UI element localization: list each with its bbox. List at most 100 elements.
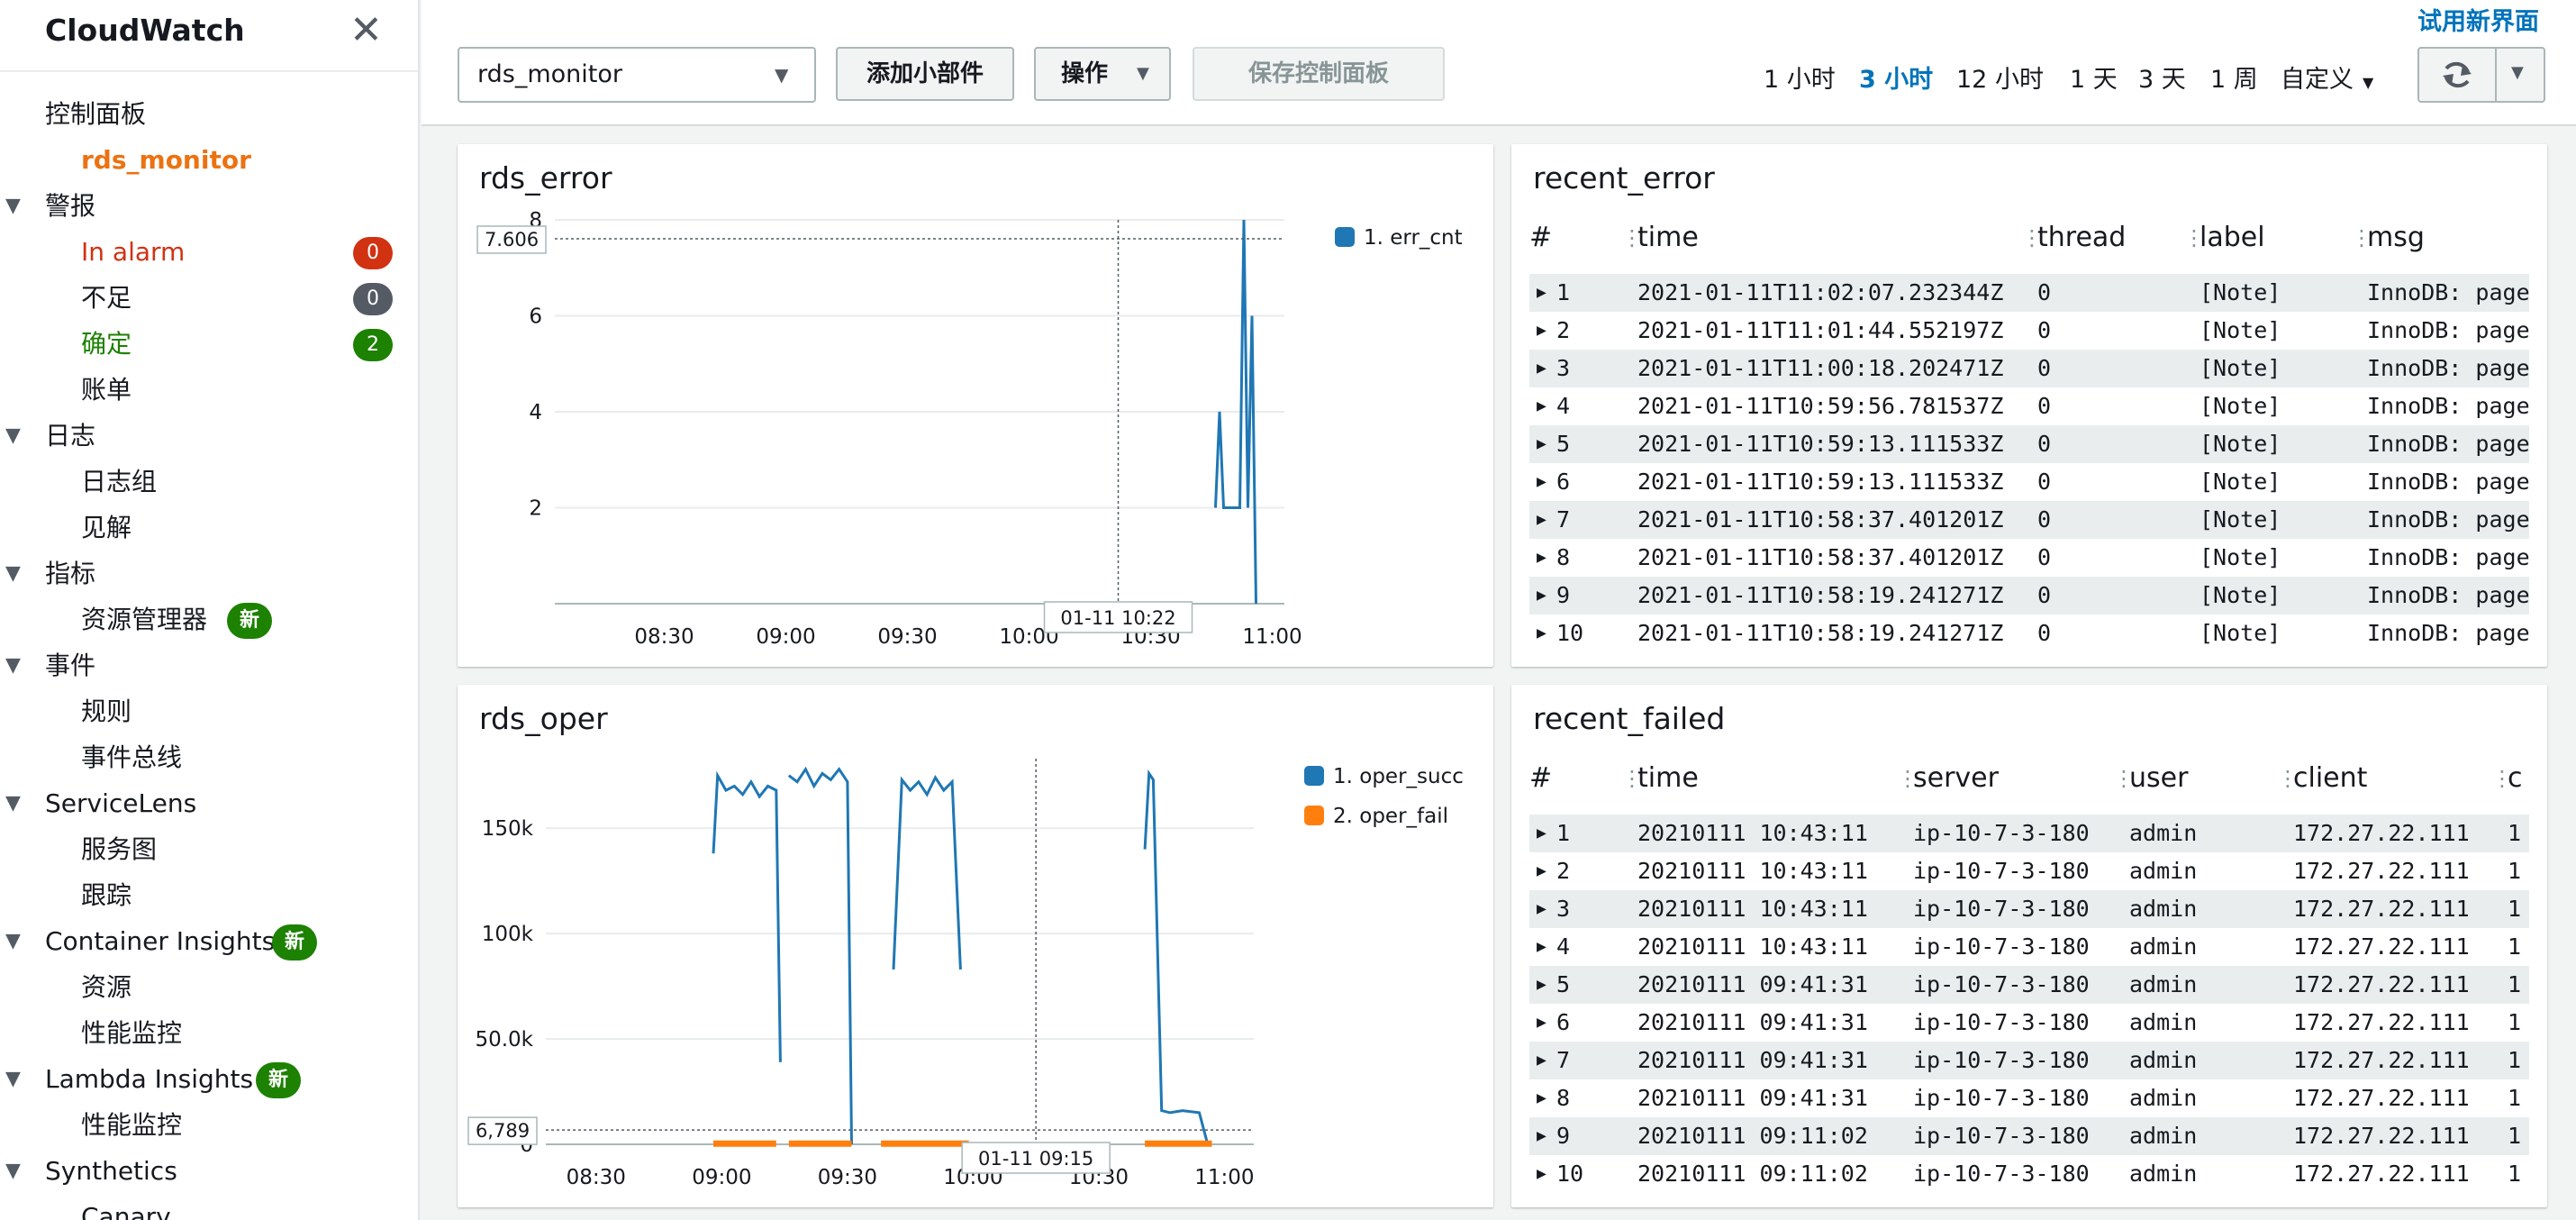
sidebar-item[interactable]: 服务图 — [0, 829, 418, 870]
column-resize-handle[interactable]: ⋮ — [1621, 766, 1643, 791]
table-row[interactable]: ▶ 9 2021-01-11T10:58:19.241271Z 0 [Note] Inno… — [1529, 577, 2529, 615]
expand-row-icon[interactable]: ▶ — [1537, 396, 1547, 415]
expand-row-icon[interactable]: ▶ — [1537, 937, 1547, 956]
series-line[interactable] — [712, 770, 782, 1062]
table-row[interactable]: ▶ 7 20210111 09:41:31 ip-10-7-3-180 admin 172… — [1529, 1042, 2529, 1079]
sidebar-item[interactable]: ▼ ServiceLens — [0, 783, 418, 824]
table-row[interactable]: ▶ 4 2021-01-11T10:59:56.781537Z 0 [Note] Inno… — [1529, 387, 2529, 425]
time-range-option[interactable]: 1 周 — [2210, 66, 2258, 94]
expand-row-icon[interactable]: ▶ — [1537, 824, 1547, 842]
column-header[interactable]: msg — [2367, 222, 2425, 253]
refresh-options-button[interactable]: ▼ — [2495, 47, 2545, 103]
column-header[interactable]: # — [1529, 222, 1553, 253]
dashboard-select[interactable]: rds_monitor ▼ — [458, 47, 816, 103]
column-resize-handle[interactable]: ⋮ — [2491, 766, 2513, 791]
table-row[interactable]: ▶ 9 20210111 09:11:02 ip-10-7-3-180 admin 172… — [1529, 1117, 2529, 1155]
expand-row-icon[interactable]: ▶ — [1537, 1051, 1547, 1070]
close-icon[interactable]: ✕ — [349, 7, 383, 53]
expand-row-icon[interactable]: ▶ — [1537, 861, 1547, 880]
expand-row-icon[interactable]: ▶ — [1537, 1013, 1547, 1032]
column-header[interactable]: # — [1529, 762, 1553, 794]
table-row[interactable]: ▶ 5 2021-01-11T10:59:13.111533Z 0 [Note] Inno… — [1529, 425, 2529, 463]
table-row[interactable]: ▶ 2 2021-01-11T11:01:44.552197Z 0 [Note] Inno… — [1529, 312, 2529, 350]
expand-row-icon[interactable]: ▶ — [1537, 1088, 1547, 1107]
expand-row-icon[interactable]: ▶ — [1537, 624, 1547, 642]
time-range-option[interactable]: 1 小时 — [1764, 66, 1836, 94]
sidebar-item[interactable]: ▼ 指标 — [0, 553, 418, 595]
table-row[interactable]: ▶ 6 20210111 09:41:31 ip-10-7-3-180 admin 172… — [1529, 1004, 2529, 1042]
caret-down-icon[interactable]: ▼ — [5, 1068, 21, 1090]
caret-down-icon[interactable]: ▼ — [5, 424, 21, 447]
sidebar-item[interactable]: 控制面板 — [0, 94, 418, 135]
expand-row-icon[interactable]: ▶ — [1537, 434, 1547, 453]
sidebar-item[interactable]: 性能监控 — [0, 1013, 418, 1054]
caret-down-icon[interactable]: ▼ — [5, 562, 21, 585]
expand-row-icon[interactable]: ▶ — [1537, 975, 1547, 994]
series-line[interactable] — [1143, 769, 1210, 1145]
save-dashboard-button[interactable]: 保存控制面板 — [1193, 47, 1445, 101]
table-row[interactable]: ▶ 8 2021-01-11T10:58:37.401201Z 0 [Note] Inno… — [1529, 539, 2529, 577]
time-range-option[interactable]: 1 天 — [2070, 66, 2118, 94]
column-resize-handle[interactable]: ⋮ — [1621, 225, 1643, 250]
time-range-option[interactable]: 3 小时 — [1859, 66, 1934, 94]
table-row[interactable]: ▶ 5 20210111 09:41:31 ip-10-7-3-180 admin 172… — [1529, 966, 2529, 1004]
expand-row-icon[interactable]: ▶ — [1537, 586, 1547, 605]
time-range-option[interactable]: 3 天 — [2138, 66, 2186, 94]
sidebar-item[interactable]: ▼ 警报 — [0, 186, 418, 227]
table-row[interactable]: ▶ 8 20210111 09:41:31 ip-10-7-3-180 admin 172… — [1529, 1079, 2529, 1117]
sidebar-item[interactable]: 事件总线 — [0, 737, 418, 778]
column-resize-handle[interactable]: ⋮ — [2277, 766, 2299, 791]
table-row[interactable]: ▶ 3 20210111 10:43:11 ip-10-7-3-180 admin 172… — [1529, 890, 2529, 928]
column-header[interactable]: server — [1913, 762, 1999, 794]
table-row[interactable]: ▶ 1 2021-01-11T11:02:07.232344Z 0 [Note] Inno… — [1529, 274, 2529, 312]
legend-label[interactable]: 1. err_cnt — [1364, 226, 1463, 250]
expand-row-icon[interactable]: ▶ — [1537, 510, 1547, 529]
sidebar-item[interactable]: ▼ 日志 — [0, 415, 418, 457]
column-resize-handle[interactable]: ⋮ — [2183, 225, 2205, 250]
add-widget-button[interactable]: 添加小部件 — [836, 47, 1014, 101]
sidebar-item[interactable]: 日志组 — [0, 461, 418, 503]
caret-down-icon[interactable]: ▼ — [5, 195, 21, 217]
table-row[interactable]: ▶ 2 20210111 10:43:11 ip-10-7-3-180 admin 172… — [1529, 852, 2529, 890]
try-new-interface-link[interactable]: 试用新界面 — [2417, 8, 2539, 36]
sidebar-item[interactable]: 资源 — [0, 967, 418, 1008]
refresh-button[interactable] — [2417, 47, 2497, 103]
series-line[interactable] — [1214, 219, 1257, 605]
sidebar-item[interactable]: 确定 2 — [0, 323, 418, 365]
sidebar-item[interactable]: ▼ Synthetics — [0, 1151, 418, 1192]
expand-row-icon[interactable]: ▶ — [1537, 359, 1547, 378]
series-line[interactable] — [787, 766, 853, 1145]
expand-row-icon[interactable]: ▶ — [1537, 548, 1547, 567]
sidebar-item[interactable]: 见解 — [0, 507, 418, 549]
sidebar-item[interactable]: 不足 0 — [0, 278, 418, 319]
expand-row-icon[interactable]: ▶ — [1537, 321, 1547, 340]
sidebar-item[interactable]: 规则 — [0, 691, 418, 733]
legend-label[interactable]: 2. oper_fail — [1333, 805, 1448, 828]
table-row[interactable]: ▶ 10 20210111 09:11:02 ip-10-7-3-180 admin 17… — [1529, 1155, 2529, 1193]
sidebar-item[interactable]: ▼ 事件 — [0, 645, 418, 687]
sidebar-item[interactable]: ▼ Container Insights 新 — [0, 921, 418, 962]
sidebar-item[interactable]: 账单 — [0, 369, 418, 411]
column-header[interactable]: time — [1637, 762, 1699, 794]
table-row[interactable]: ▶ 6 2021-01-11T10:59:13.111533Z 0 [Note] Inno… — [1529, 463, 2529, 501]
sidebar-item[interactable]: In alarm 0 — [0, 232, 418, 273]
expand-row-icon[interactable]: ▶ — [1537, 283, 1547, 302]
expand-row-icon[interactable]: ▶ — [1537, 1126, 1547, 1145]
table-row[interactable]: ▶ 7 2021-01-11T10:58:37.401201Z 0 [Note] Inno… — [1529, 501, 2529, 539]
sidebar-item[interactable]: rds_monitor — [0, 140, 418, 181]
column-resize-handle[interactable]: ⋮ — [1897, 766, 1918, 791]
table-row[interactable]: ▶ 1 20210111 10:43:11 ip-10-7-3-180 admin 172… — [1529, 815, 2529, 852]
caret-down-icon[interactable]: ▼ — [5, 792, 21, 815]
legend-label[interactable]: 1. oper_succ — [1333, 765, 1464, 788]
caret-down-icon[interactable]: ▼ — [5, 930, 21, 952]
table-row[interactable]: ▶ 10 2021-01-11T10:58:19.241271Z 0 [Note] Inn… — [1529, 615, 2529, 652]
column-resize-handle[interactable]: ⋮ — [2351, 225, 2372, 250]
column-header[interactable]: c — [2508, 762, 2523, 794]
table-row[interactable]: ▶ 3 2021-01-11T11:00:18.202471Z 0 [Note] Inno… — [1529, 350, 2529, 387]
sidebar-item[interactable]: 资源管理器新 — [0, 599, 418, 641]
column-resize-handle[interactable]: ⋮ — [2113, 766, 2135, 791]
series-line[interactable] — [892, 774, 962, 970]
expand-row-icon[interactable]: ▶ — [1537, 899, 1547, 918]
